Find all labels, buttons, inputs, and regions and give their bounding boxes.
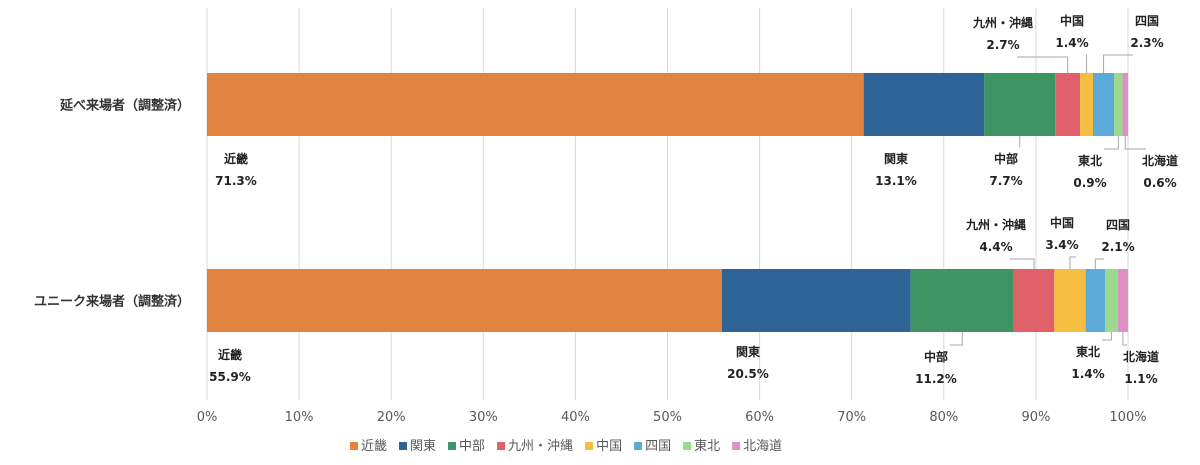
- bar-segment: [1080, 73, 1094, 136]
- data-label-name: 中部: [924, 349, 948, 364]
- leader-line: [1017, 56, 1069, 73]
- bar-segment: [207, 269, 722, 332]
- data-label-name: 近畿: [224, 151, 248, 166]
- legend-entry: 中部: [459, 439, 485, 454]
- data-label-name: 東北: [1076, 344, 1100, 359]
- data-label-name: 北海道: [1142, 153, 1178, 168]
- data-label-name: 関東: [884, 151, 908, 166]
- legend-swatch: [732, 442, 741, 450]
- bar-segment: [910, 269, 1014, 332]
- data-label-value: 1.1%: [1124, 372, 1157, 386]
- legend-swatch: [350, 442, 358, 450]
- bar-segment: [984, 73, 1056, 136]
- leader-line: [1086, 54, 1088, 73]
- data-label-name: 九州・沖縄: [972, 15, 1033, 30]
- bar-segment: [1054, 269, 1086, 332]
- x-tick-label: 80%: [929, 410, 958, 425]
- data-label-value: 20.5%: [727, 367, 769, 381]
- legend-entry: 四国: [645, 439, 671, 454]
- bar-segment: [1085, 269, 1105, 332]
- leader-line: [1124, 136, 1146, 150]
- bar-segment: [1013, 269, 1055, 332]
- data-label-value: 3.4%: [1045, 238, 1078, 252]
- bar-segment: [863, 73, 985, 136]
- legend: 近畿 関東 中部 九州・沖縄 中国 四国 東北 北海道: [350, 438, 782, 454]
- bar-segment: [721, 269, 911, 332]
- category-labels: 延べ来場者（調整済） ユニーク来場者（調整済）: [34, 98, 190, 310]
- x-tick-label: 90%: [1021, 410, 1050, 425]
- x-tick-label: 10%: [285, 410, 314, 425]
- data-label-value: 55.9%: [209, 370, 251, 384]
- category-label: 延べ来場者（調整済）: [59, 98, 190, 114]
- legend-entry: 近畿: [361, 439, 387, 454]
- x-tick-label: 20%: [377, 410, 406, 425]
- legend-entry: 関東: [410, 438, 436, 454]
- data-label-name: 中国: [1050, 215, 1074, 230]
- x-tick-label: 50%: [653, 410, 682, 425]
- bar-segment: [207, 73, 864, 136]
- data-label-name: 北海道: [1123, 349, 1159, 364]
- legend-entry: 中国: [596, 439, 622, 454]
- data-label-value: 11.2%: [915, 372, 957, 386]
- data-label-value: 1.4%: [1071, 367, 1104, 381]
- bar-segment: [1093, 73, 1115, 136]
- x-axis-tick-labels: 0% 10% 20% 30% 40% 50% 60% 70% 80% 90% 100%: [197, 410, 1147, 425]
- x-tick-label: 30%: [469, 410, 498, 425]
- bar-segment: [1117, 269, 1128, 332]
- legend-swatch: [634, 442, 643, 450]
- legend-swatch: [448, 442, 457, 450]
- data-label-value: 7.7%: [989, 174, 1022, 188]
- data-label-value: 2.7%: [986, 38, 1019, 52]
- leader-line: [1069, 256, 1076, 269]
- data-label-value: 13.1%: [875, 174, 917, 188]
- data-label-value: 0.6%: [1143, 176, 1176, 190]
- data-label-name: 近畿: [218, 347, 242, 362]
- category-label: ユニーク来場者（調整済）: [34, 294, 190, 310]
- data-label-name: 中国: [1060, 13, 1084, 28]
- leader-line: [1104, 136, 1119, 150]
- leader-line: [950, 332, 963, 346]
- leader-line: [1122, 332, 1127, 346]
- data-label-name: 四国: [1135, 14, 1159, 28]
- data-label-value: 1.4%: [1055, 36, 1088, 50]
- data-label-value: 0.9%: [1073, 176, 1106, 190]
- data-label-value: 4.4%: [979, 240, 1012, 254]
- legend-entry: 東北: [694, 438, 720, 454]
- x-tick-label: 60%: [745, 410, 774, 425]
- bars: [207, 73, 1128, 332]
- leader-line: [1010, 258, 1035, 269]
- x-tick-label: 0%: [197, 410, 218, 425]
- data-label-name: 東北: [1078, 153, 1102, 168]
- data-label-name: 関東: [736, 344, 760, 359]
- data-label-name: 四国: [1106, 218, 1130, 232]
- leader-line: [1102, 332, 1112, 341]
- data-label-name: 九州・沖縄: [965, 217, 1026, 232]
- legend-entry: 北海道: [743, 439, 782, 454]
- data-label-value: 71.3%: [215, 174, 257, 188]
- legend-entry: 九州・沖縄: [508, 439, 573, 454]
- data-labels: 近畿 71.3% 関東 13.1% 中部 7.7% 九州・沖縄 2.7% 中国 1.4% 四国 2.3…: [209, 13, 1178, 386]
- data-label-value: 2.3%: [1130, 36, 1163, 50]
- x-tick-label: 100%: [1109, 410, 1146, 425]
- leader-lines: [950, 54, 1146, 346]
- leader-line: [1094, 258, 1104, 269]
- data-label-value: 2.1%: [1101, 240, 1134, 254]
- gridlines: [206, 8, 1129, 400]
- legend-swatch: [683, 442, 692, 450]
- bar-segment: [1104, 269, 1118, 332]
- bar-segment: [1114, 73, 1123, 136]
- x-tick-label: 40%: [561, 410, 590, 425]
- bar-segment: [1122, 73, 1128, 136]
- x-tick-label: 70%: [837, 410, 866, 425]
- legend-swatch: [585, 442, 594, 450]
- bar-segment: [1055, 73, 1081, 136]
- legend-swatch: [497, 442, 506, 450]
- leader-line: [1103, 54, 1133, 73]
- legend-swatch: [399, 442, 408, 450]
- data-label-name: 中部: [994, 151, 1018, 166]
